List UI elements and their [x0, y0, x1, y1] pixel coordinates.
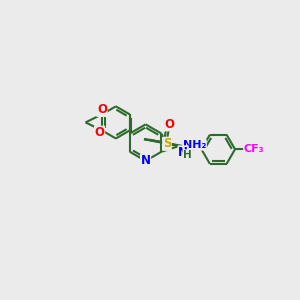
- Text: S: S: [163, 137, 171, 150]
- Text: O: O: [94, 126, 105, 139]
- Text: N: N: [141, 154, 151, 167]
- Text: O: O: [164, 118, 174, 131]
- Text: NH₂: NH₂: [183, 140, 206, 150]
- Text: H: H: [183, 150, 192, 160]
- Text: N: N: [178, 146, 188, 159]
- Text: O: O: [97, 103, 107, 116]
- Text: CF₃: CF₃: [244, 144, 264, 154]
